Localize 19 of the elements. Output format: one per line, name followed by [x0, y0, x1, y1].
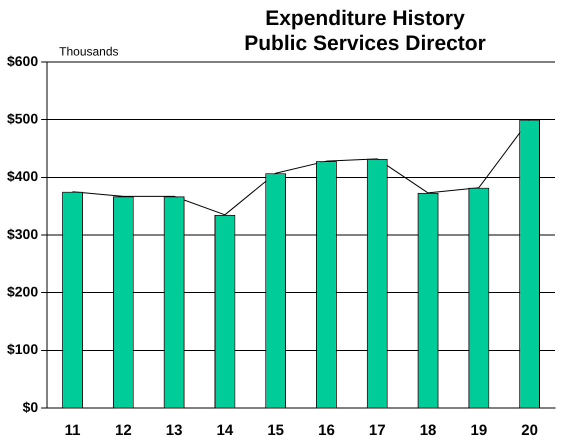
y-tick-label: $500 [6, 110, 38, 127]
x-tick-label: 17 [368, 422, 386, 440]
x-tick-label: 20 [521, 422, 538, 440]
y-tick-label: $200 [6, 284, 38, 300]
y-tick-label: $600 [6, 52, 38, 69]
chart-title: Expenditure History Public Services Director [243, 6, 487, 56]
x-tick-label: 12 [114, 422, 132, 440]
x-tick-label: 15 [267, 422, 284, 440]
y-tick-label: $300 [6, 226, 38, 242]
y-tick-label: $400 [6, 168, 38, 184]
x-tick-label: 16 [318, 422, 335, 440]
y-tick-label: $0 [22, 398, 38, 415]
x-tick-label: 11 [64, 422, 80, 440]
x-tick-label: 13 [166, 422, 182, 440]
x-tick-label: 18 [420, 422, 436, 440]
x-tick-label: 19 [470, 422, 488, 440]
y-axis-title: Thousands [59, 44, 119, 58]
x-tick-label: 14 [216, 422, 234, 440]
y-tick-label: $100 [6, 341, 38, 358]
